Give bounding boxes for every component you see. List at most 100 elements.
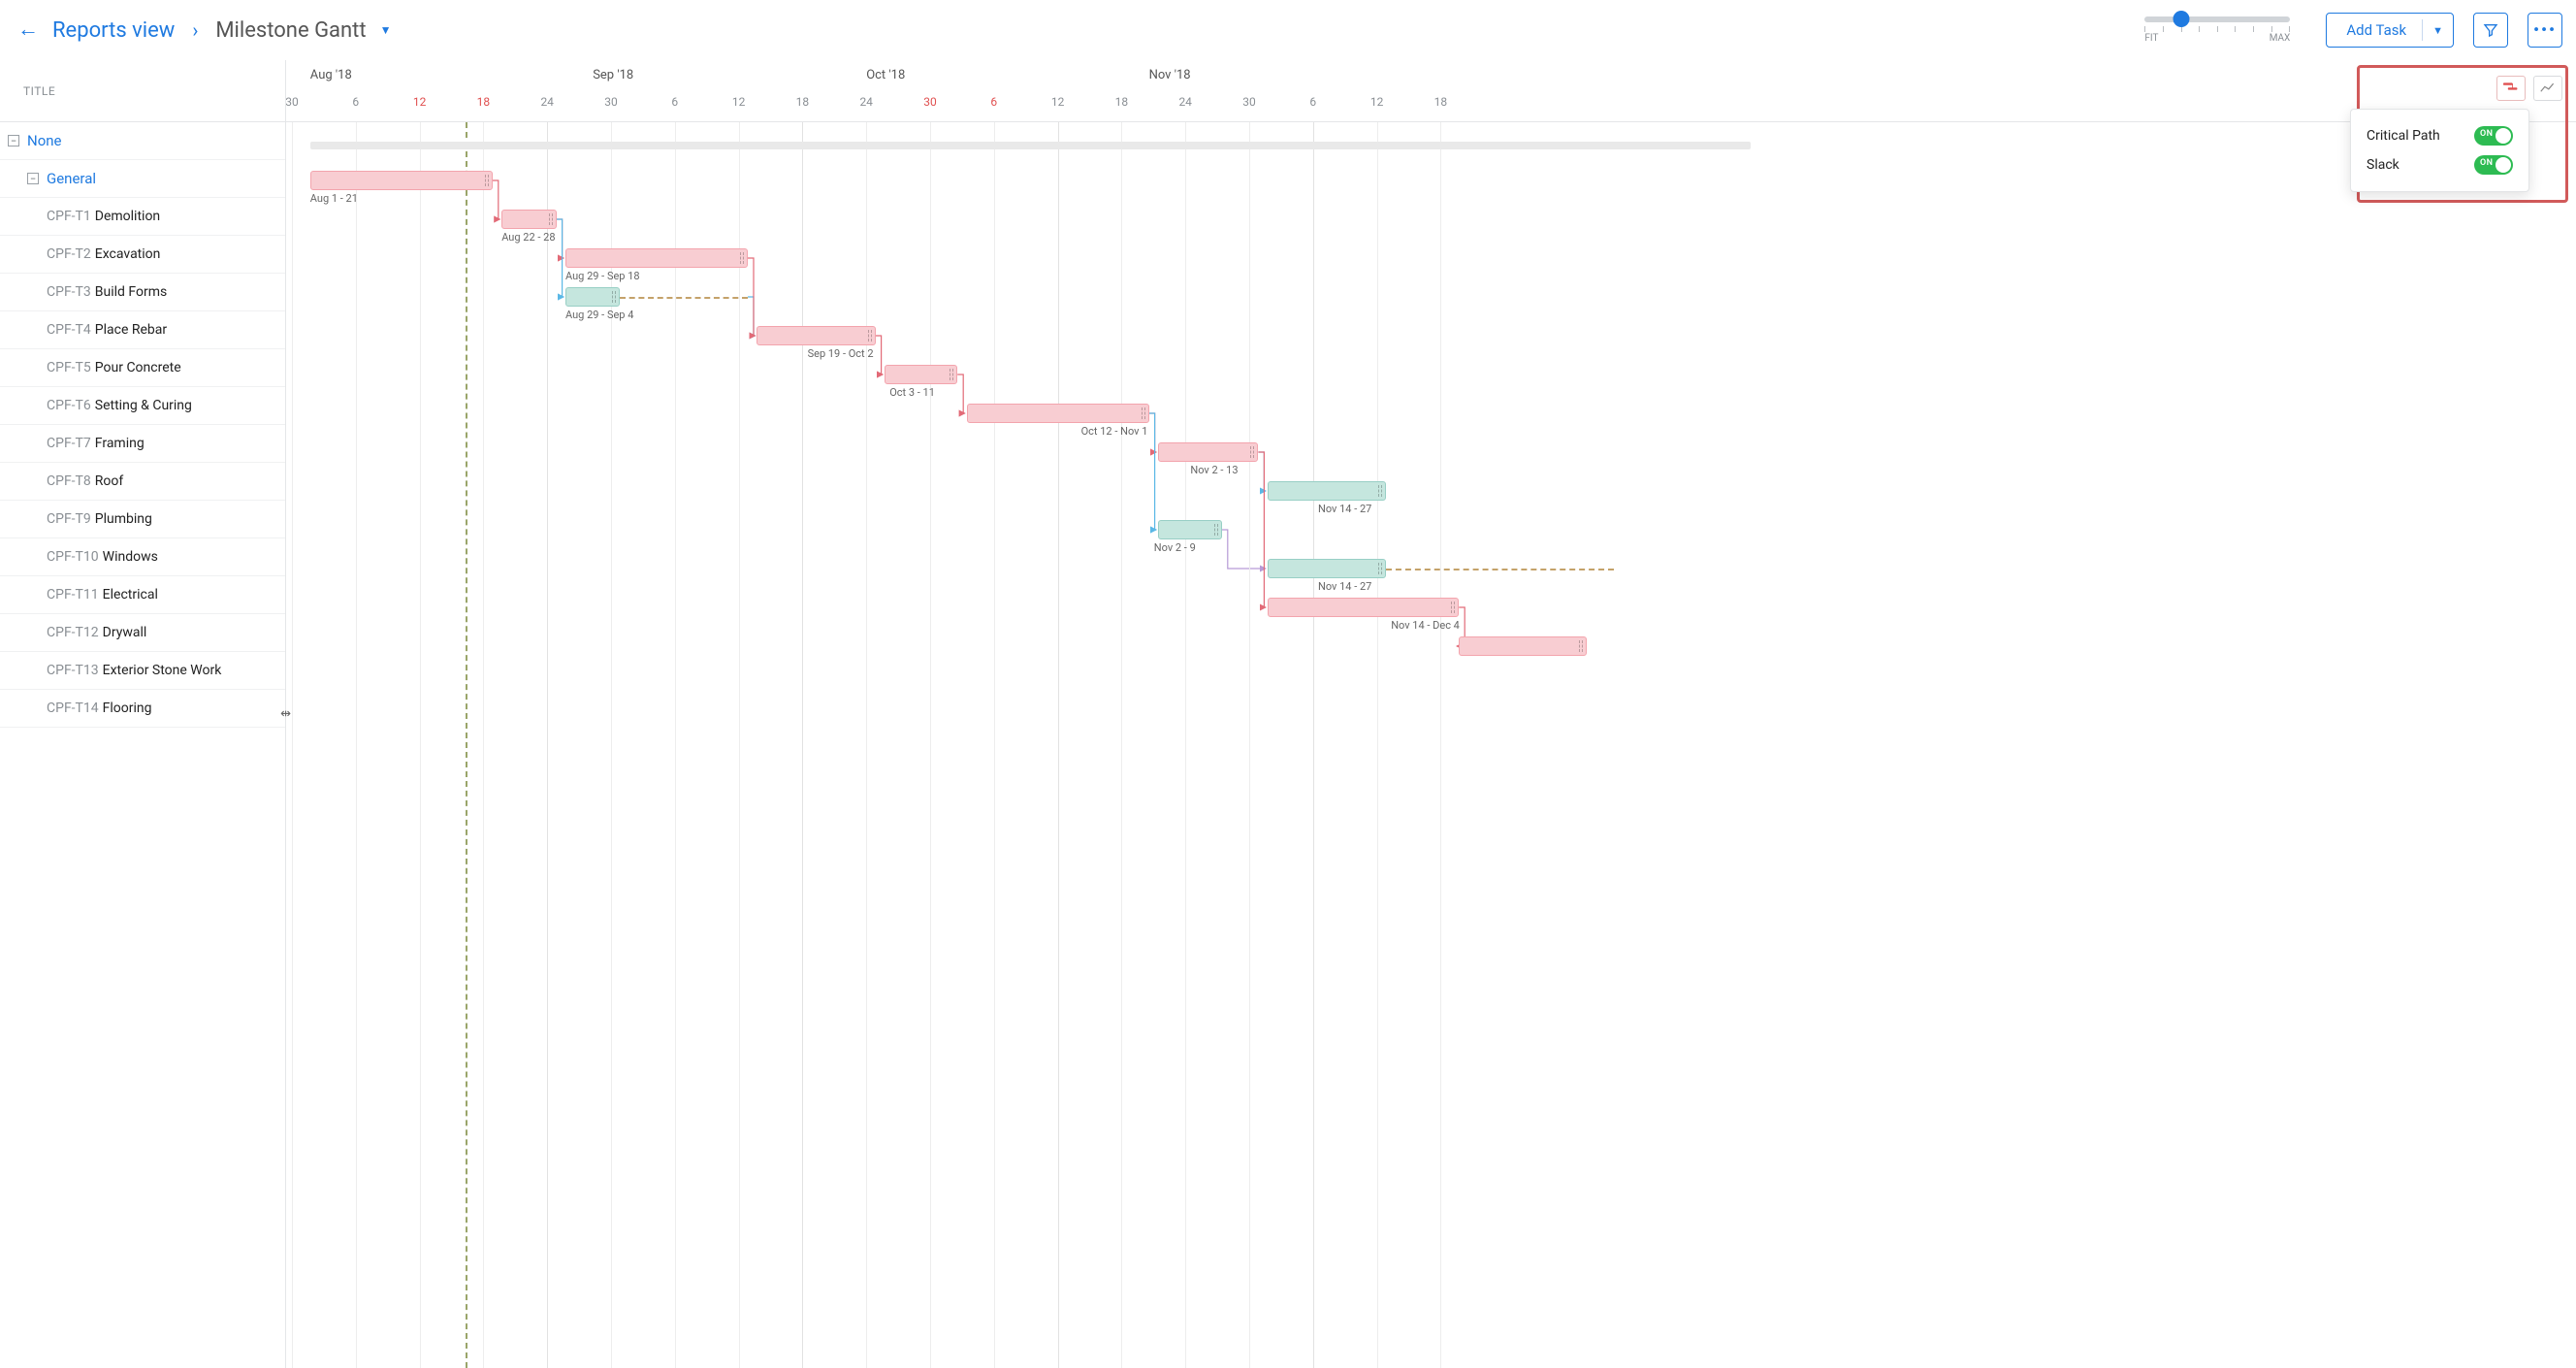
task-row[interactable]: CPF-T6 Setting & Curing <box>0 387 285 425</box>
zoom-track[interactable] <box>2144 16 2290 22</box>
dependency-arrow <box>748 258 755 336</box>
dependency-arrow <box>748 297 755 336</box>
summary-bar[interactable] <box>310 142 1751 149</box>
day-label: 12 <box>1370 95 1384 109</box>
gantt-bar[interactable] <box>757 326 875 345</box>
bar-resize-handle[interactable] <box>1378 485 1382 497</box>
gantt-bar[interactable] <box>885 365 957 384</box>
task-id: CPF-T2 <box>47 246 91 262</box>
baseline-icon <box>2540 81 2556 95</box>
zoom-slider[interactable]: FIT MAX <box>2140 16 2295 44</box>
gantt-bar[interactable] <box>1158 442 1258 462</box>
bar-date-label: Nov 14 - Dec 4 <box>1391 619 1460 632</box>
gantt-bar[interactable] <box>1459 636 1587 656</box>
toggle-switch[interactable]: ON <box>2474 155 2513 175</box>
day-label: 6 <box>1309 95 1316 109</box>
task-row[interactable]: CPF-T12 Drywall <box>0 614 285 652</box>
gantt-bar[interactable] <box>967 404 1149 423</box>
task-row[interactable]: CPF-T7 Framing <box>0 425 285 463</box>
bar-resize-handle[interactable] <box>1250 446 1254 458</box>
sidebar: TITLE −None−GeneralCPF-T1 DemolitionCPF-… <box>0 60 286 1368</box>
more-button[interactable]: ••• <box>2528 13 2562 48</box>
gantt-area: Aug '18Sep '18Oct '18Nov '18 30612182430… <box>286 60 2576 1368</box>
bar-resize-handle[interactable] <box>1214 524 1218 536</box>
task-id: CPF-T12 <box>47 625 99 640</box>
bar-date-label: Nov 14 - 27 <box>1318 503 1371 515</box>
bar-date-label: Oct 12 - Nov 1 <box>1081 425 1148 438</box>
task-id: CPF-T8 <box>47 473 91 489</box>
bar-date-label: Aug 29 - Sep 18 <box>565 270 640 282</box>
task-name: Roof <box>95 473 123 489</box>
add-task-dropdown-icon[interactable]: ▼ <box>2423 25 2453 36</box>
bar-resize-handle[interactable] <box>612 291 616 303</box>
toggle-switch[interactable]: ON <box>2474 126 2513 146</box>
task-row[interactable]: CPF-T4 Place Rebar <box>0 311 285 349</box>
popover-row: SlackON <box>2367 150 2513 179</box>
bar-resize-handle[interactable] <box>1451 602 1455 613</box>
task-id: CPF-T9 <box>47 511 91 527</box>
bar-resize-handle[interactable] <box>1142 407 1145 419</box>
bar-resize-handle[interactable] <box>549 213 553 225</box>
task-name: Demolition <box>95 209 160 224</box>
critical-path-view-button[interactable] <box>2496 76 2526 101</box>
task-name: Pour Concrete <box>95 360 181 375</box>
bar-resize-handle[interactable] <box>1579 640 1583 652</box>
task-name: Place Rebar <box>95 322 167 338</box>
task-row[interactable]: CPF-T10 Windows <box>0 538 285 576</box>
dependency-arrow <box>557 219 564 258</box>
column-title: TITLE <box>23 84 55 98</box>
task-row[interactable]: CPF-T5 Pour Concrete <box>0 349 285 387</box>
gantt-bar[interactable] <box>565 287 620 307</box>
task-id: CPF-T5 <box>47 360 91 375</box>
filter-button[interactable] <box>2473 13 2508 48</box>
task-row[interactable]: CPF-T2 Excavation <box>0 236 285 274</box>
gantt-bar[interactable] <box>1158 520 1222 539</box>
task-row[interactable]: CPF-T3 Build Forms <box>0 274 285 311</box>
day-label: 30 <box>1242 95 1256 109</box>
tree-group-label: None <box>27 132 62 149</box>
gantt-body[interactable]: Aug 1 - 21Aug 22 - 28Aug 29 - Sep 18Aug … <box>286 122 2576 1368</box>
gantt-bar[interactable] <box>565 248 748 268</box>
task-row[interactable]: CPF-T1 Demolition <box>0 198 285 236</box>
dependency-arrow <box>1149 413 1156 530</box>
task-id: CPF-T3 <box>47 284 91 300</box>
sidebar-header: TITLE <box>0 60 285 122</box>
bar-resize-handle[interactable] <box>485 175 489 186</box>
gantt-bar[interactable] <box>501 210 556 229</box>
bar-resize-handle[interactable] <box>740 252 744 264</box>
zoom-thumb[interactable] <box>2173 11 2189 27</box>
task-id: CPF-T11 <box>47 587 99 603</box>
bar-resize-handle[interactable] <box>1378 563 1382 574</box>
baseline-view-button[interactable] <box>2533 76 2562 101</box>
task-row[interactable]: CPF-T13 Exterior Stone Work <box>0 652 285 690</box>
day-label: 18 <box>1115 95 1129 109</box>
bar-resize-handle[interactable] <box>950 369 953 380</box>
task-row[interactable]: CPF-T8 Roof <box>0 463 285 501</box>
task-row[interactable]: CPF-T11 Electrical <box>0 576 285 614</box>
day-label: 24 <box>859 95 873 109</box>
collapse-icon[interactable]: − <box>8 135 19 147</box>
tree-group[interactable]: −General <box>0 160 285 198</box>
slack-line <box>1386 569 1614 570</box>
day-label: 6 <box>990 95 997 109</box>
day-label: 30 <box>923 95 937 109</box>
month-label: Aug '18 <box>310 68 352 82</box>
gantt-bar[interactable] <box>310 171 493 190</box>
back-arrow-icon[interactable]: ← <box>14 19 43 41</box>
add-task-button[interactable]: Add Task ▼ <box>2326 13 2454 48</box>
collapse-icon[interactable]: − <box>27 173 39 184</box>
view-selector[interactable]: Milestone Gantt ▼ <box>215 18 391 43</box>
task-row[interactable]: CPF-T9 Plumbing <box>0 501 285 538</box>
bar-date-label: Oct 3 - 11 <box>889 386 935 399</box>
zoom-fit-label: FIT <box>2144 33 2158 44</box>
gantt-bar[interactable] <box>1268 598 1459 617</box>
day-label: 12 <box>732 95 746 109</box>
tree-group[interactable]: −None <box>0 122 285 160</box>
task-name: Exterior Stone Work <box>103 663 222 678</box>
task-row[interactable]: CPF-T14 Flooring <box>0 690 285 728</box>
breadcrumb-reports[interactable]: Reports view <box>52 18 175 43</box>
gantt-bar[interactable] <box>1268 559 1386 578</box>
day-label: 30 <box>604 95 618 109</box>
gantt-bar[interactable] <box>1268 481 1386 501</box>
bar-resize-handle[interactable] <box>868 330 872 342</box>
